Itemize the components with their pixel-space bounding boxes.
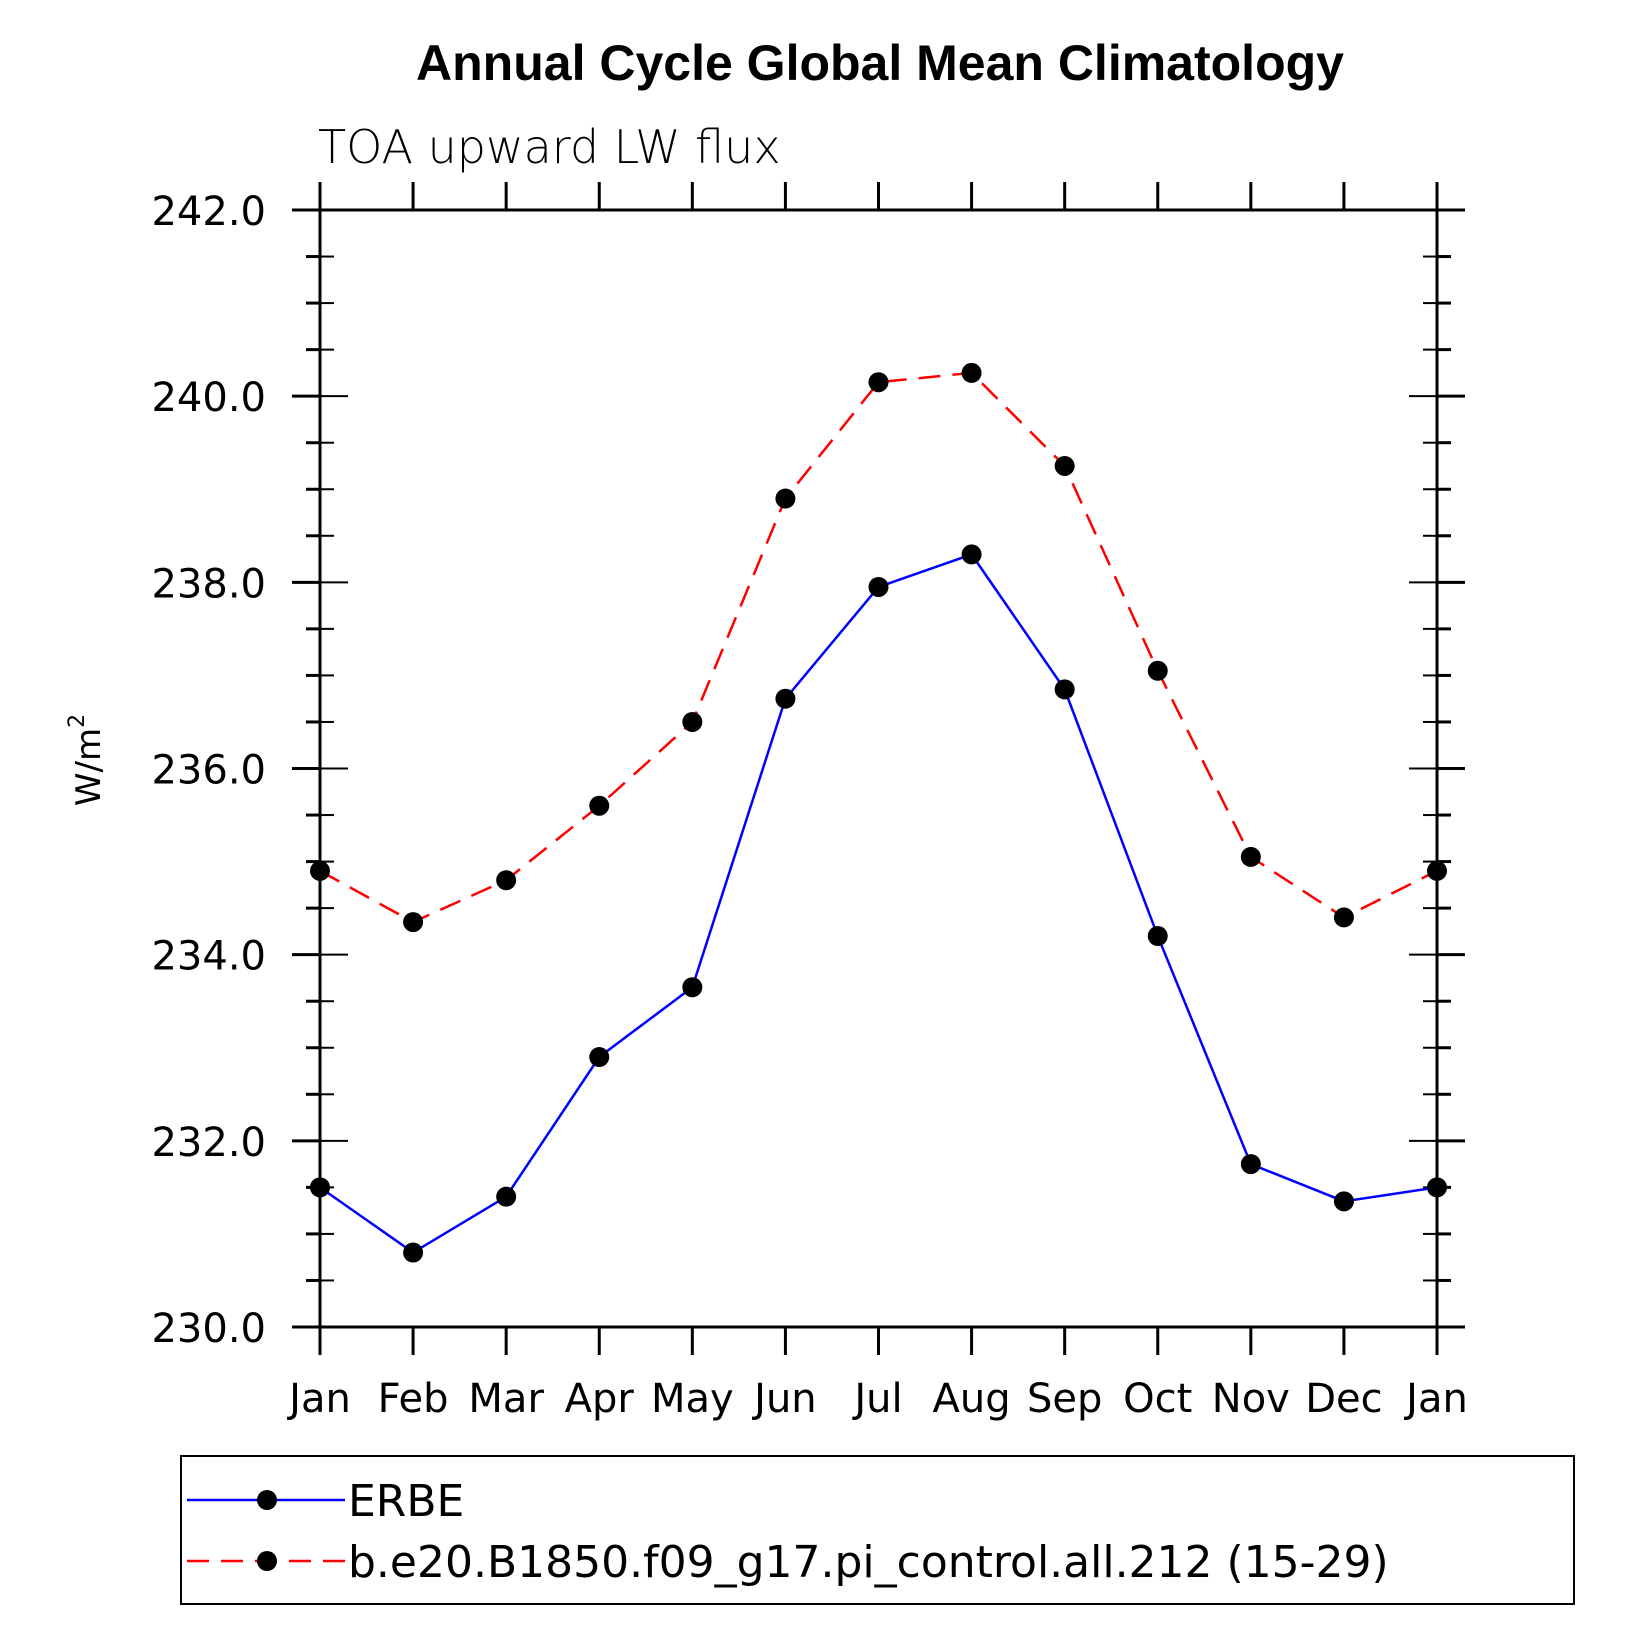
data-point [589, 795, 610, 816]
y-axis-label-superscript: 2 [65, 714, 90, 728]
x-tick-label: Oct [1123, 1376, 1192, 1422]
x-tick-label: Jan [1403, 1376, 1468, 1422]
chart-title: Annual Cycle Global Mean Climatology [416, 35, 1344, 91]
data-point [682, 977, 703, 998]
series-line-1 [319, 371, 1438, 924]
data-point [1054, 679, 1075, 700]
data-point [961, 544, 982, 565]
data-point [1054, 455, 1075, 476]
legend-label-model: b.e20.B1850.f09_g17.pi_control.all.212 (… [348, 1537, 1389, 1588]
y-tick-label: 234.0 [151, 934, 266, 980]
x-tick-label: Sep [1027, 1376, 1102, 1422]
data-point [1333, 907, 1354, 928]
x-tick-label: Jul [851, 1376, 902, 1422]
data-point [496, 1186, 517, 1207]
x-tick-label: May [651, 1376, 734, 1422]
legend-label-erbe: ERBE [348, 1476, 464, 1527]
x-tick-label: Jun [751, 1376, 817, 1422]
series-markers [310, 362, 1447, 1263]
x-axis-labels: Jan Feb Mar Apr May Jun Jul Aug Sep Oct Nov Dec Jan [286, 1376, 1468, 1422]
y-tick-label: 230.0 [151, 1306, 266, 1352]
data-point [868, 372, 889, 393]
y-axis-label-base: W/m [69, 728, 109, 806]
series-lines [319, 371, 1438, 1255]
data-point [403, 912, 424, 933]
y-tick-label: 236.0 [151, 748, 266, 794]
y-tick-label: 238.0 [151, 561, 266, 607]
data-point [1240, 846, 1261, 867]
y-axis-label: W/m2 [65, 714, 109, 806]
chart-subtitle: TOA upward LW flux [318, 120, 781, 174]
data-point [589, 1047, 610, 1068]
y-tick-label: 240.0 [151, 375, 266, 421]
plot-frame [318, 208, 1439, 1329]
x-tick-label: Apr [565, 1376, 635, 1422]
series-line-0 [319, 552, 1438, 1255]
legend-box [180, 1455, 1575, 1605]
legend-marker-model [257, 1551, 277, 1571]
x-tick-label: Aug [933, 1376, 1011, 1422]
data-point [961, 362, 982, 383]
data-point [868, 576, 889, 597]
y-tick-label: 242.0 [151, 189, 266, 235]
data-point [1147, 660, 1168, 681]
x-tick-label: Feb [378, 1376, 449, 1422]
legend: ERBE b.e20.B1850.f09_g17.pi_control.all.… [180, 1455, 1575, 1605]
data-point [1333, 1191, 1354, 1212]
data-point [775, 688, 796, 709]
data-point [775, 488, 796, 509]
y-tick-label: 232.0 [151, 1120, 266, 1166]
data-point [682, 711, 703, 732]
x-tick-label: Jan [286, 1376, 351, 1422]
data-point [403, 1242, 424, 1263]
x-tick-label: Mar [468, 1376, 544, 1422]
y-axis-labels: 230.0 232.0 234.0 236.0 238.0 240.0 242.0 [151, 189, 266, 1352]
x-tick-label: Dec [1305, 1376, 1382, 1422]
data-point [496, 870, 517, 891]
data-point [1240, 1154, 1261, 1175]
x-tick-label: Nov [1212, 1376, 1290, 1422]
legend-marker-erbe [257, 1490, 277, 1510]
data-point [1147, 926, 1168, 947]
